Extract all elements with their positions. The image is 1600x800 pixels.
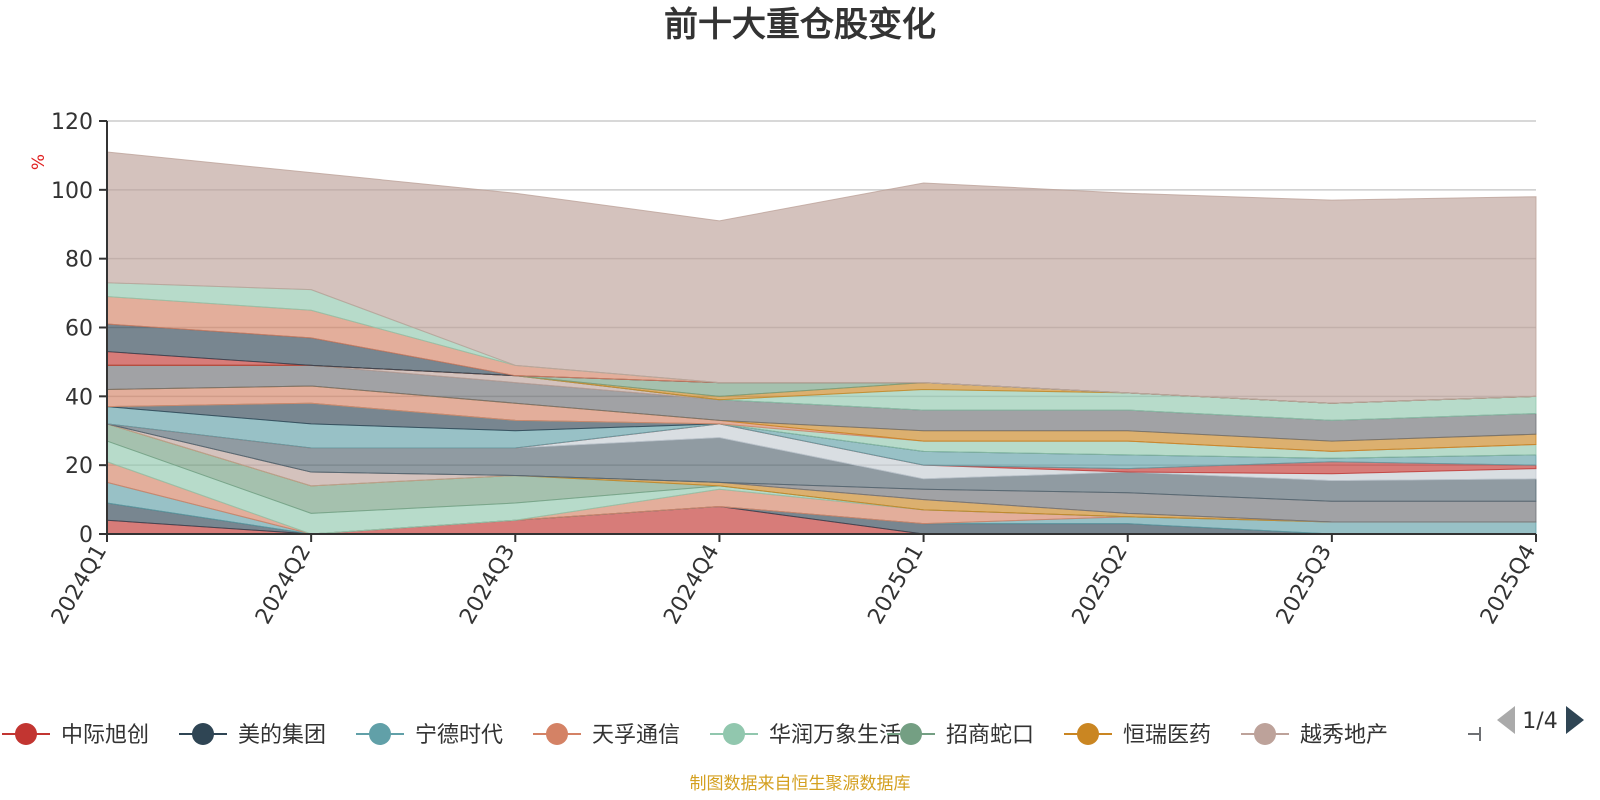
legend-label: 越秀地产 — [1300, 723, 1388, 748]
legend-item[interactable]: 美的集团 — [179, 723, 326, 748]
x-tick-label: 2024Q4 — [659, 541, 724, 629]
legend-next-icon[interactable] — [1566, 706, 1584, 734]
data-source: 制图数据来自恒生聚源数据库 — [690, 774, 911, 794]
legend-label: 天孚通信 — [592, 723, 680, 748]
legend-dot-icon — [15, 723, 37, 745]
y-tick-label: 80 — [65, 248, 93, 273]
legend-dot-icon — [1254, 723, 1276, 745]
legend-item[interactable]: 宁德时代 — [356, 723, 503, 748]
legend-item[interactable]: 恒瑞医药 — [1064, 723, 1211, 748]
legend-label: 中际旭创 — [61, 723, 149, 748]
legend-label: 华润万象生活 — [769, 723, 901, 748]
legend-page-indicator: 1/4 — [1522, 709, 1557, 734]
legend-item[interactable]: 招商蛇口 — [887, 723, 1034, 748]
y-tick-label: 20 — [65, 454, 93, 479]
legend-label: 美的集团 — [238, 723, 326, 748]
legend-label: 招商蛇口 — [946, 723, 1034, 748]
y-tick-label: 40 — [65, 385, 93, 410]
stacked-areas — [106, 151, 1537, 535]
chart-title: 前十大重仓股变化 — [664, 5, 936, 45]
legend-item[interactable]: 中际旭创 — [2, 723, 149, 748]
legend-dot-icon — [369, 723, 391, 745]
legend: 中际旭创 美的集团 宁德时代 天孚通信 华润万象生活 招商蛇口 恒瑞医药 越秀地产 — [2, 723, 1481, 748]
legend-label: 宁德时代 — [415, 723, 503, 748]
y-tick-label: 100 — [51, 179, 93, 204]
legend-pager: 1/4 — [1497, 706, 1584, 734]
legend-dot-icon — [546, 723, 568, 745]
y-tick-label: 120 — [51, 110, 93, 135]
x-tick-label: 2025Q4 — [1476, 541, 1541, 629]
legend-prev-icon[interactable] — [1497, 706, 1515, 734]
x-tick-label: 2024Q1 — [47, 541, 112, 629]
legend-dot-icon — [900, 723, 922, 745]
legend-dot-icon — [723, 723, 745, 745]
legend-item[interactable]: 华润万象生活 — [710, 723, 901, 748]
x-tick-label: 2025Q1 — [863, 541, 928, 629]
legend-item[interactable]: 越秀地产 — [1241, 723, 1388, 748]
x-tick-label: 2025Q2 — [1068, 541, 1133, 629]
y-tick-label: 60 — [65, 317, 93, 342]
series-area-28 — [106, 151, 1537, 404]
x-tick-label: 2024Q2 — [251, 541, 316, 629]
legend-dot-icon — [1077, 723, 1099, 745]
legend-label: 恒瑞医药 — [1123, 723, 1211, 748]
legend-item[interactable]: 天孚通信 — [533, 723, 680, 748]
legend-dot-icon — [192, 723, 214, 745]
x-tick-label: 2024Q3 — [455, 541, 520, 629]
y-axis-unit: % — [29, 154, 49, 170]
x-tick-label: 2025Q3 — [1272, 541, 1337, 629]
y-tick-label: 0 — [79, 523, 93, 548]
